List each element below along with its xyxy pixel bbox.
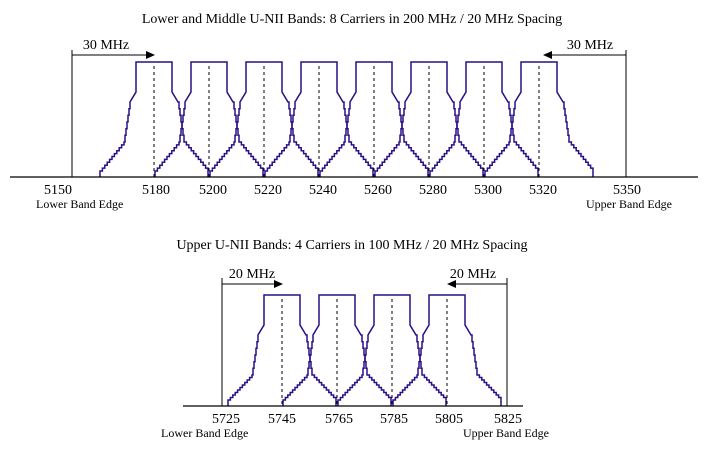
tick-label: 5745 — [268, 412, 296, 427]
carrier-mask-5745 — [227, 294, 337, 406]
arrow-head-right-icon — [146, 51, 155, 59]
upper-band-edge-label: Upper Band Edge — [586, 197, 672, 211]
panel-title: Lower and Middle U-NII Bands: 8 Carriers… — [142, 12, 562, 27]
tick-label: 5220 — [254, 183, 282, 198]
carrier-group — [227, 294, 502, 406]
carrier-mask-5220 — [209, 61, 319, 177]
tick-label: 5240 — [309, 183, 337, 198]
panel-title: Upper U-NII Bands: 4 Carriers in 100 MHz… — [176, 238, 527, 253]
carrier-mask-5805 — [392, 294, 502, 406]
arrow-head-left-icon — [447, 280, 456, 288]
carrier-mask-5200 — [154, 61, 264, 177]
arrow-head-right-icon — [274, 280, 283, 288]
carrier-mask-5180 — [99, 61, 209, 177]
carrier-mask-5240 — [264, 61, 374, 177]
carrier-mask-5300 — [429, 61, 539, 177]
tick-labels: 5150 5180 5200 5220 5240 5260 5280 5300 … — [44, 183, 641, 198]
upper-unii-panel: Upper U-NII Bands: 4 Carriers in 100 MHz… — [161, 238, 549, 440]
tick-label: 5300 — [474, 183, 502, 198]
tick-labels: 5725 5745 5765 5785 5805 5825 — [212, 412, 522, 427]
tick-label: 5280 — [419, 183, 447, 198]
tick-label: 5785 — [380, 412, 408, 427]
upper-band-edge-label: Upper Band Edge — [463, 426, 549, 440]
left-spacing-label: 20 MHz — [229, 267, 275, 282]
carrier-mask-5765 — [282, 294, 392, 406]
right-spacing-label: 30 MHz — [567, 38, 613, 53]
carrier-mask-5280 — [374, 61, 484, 177]
left-spacing-label: 30 MHz — [83, 38, 129, 53]
tick-label: 5200 — [199, 183, 227, 198]
tick-label: 5320 — [529, 183, 557, 198]
tick-label: 5180 — [142, 183, 170, 198]
tick-label: 5765 — [325, 412, 353, 427]
carrier-mask-5320 — [484, 61, 594, 177]
carrier-group — [99, 61, 594, 177]
carrier-mask-5785 — [337, 294, 447, 406]
right-spacing-label: 20 MHz — [450, 267, 496, 282]
lower-band-edge-label: Lower Band Edge — [36, 197, 123, 211]
tick-label: 5725 — [212, 412, 240, 427]
lower-band-edge-label: Lower Band Edge — [161, 426, 248, 440]
arrow-head-left-icon — [543, 51, 552, 59]
tick-label: 5805 — [435, 412, 463, 427]
lower-middle-unii-panel: Lower and Middle U-NII Bands: 8 Carriers… — [10, 12, 698, 211]
tick-label: 5260 — [364, 183, 392, 198]
carrier-mask-5260 — [319, 61, 429, 177]
tick-label: 5150 — [44, 183, 72, 198]
tick-label: 5825 — [494, 412, 522, 427]
tick-label: 5350 — [613, 183, 641, 198]
